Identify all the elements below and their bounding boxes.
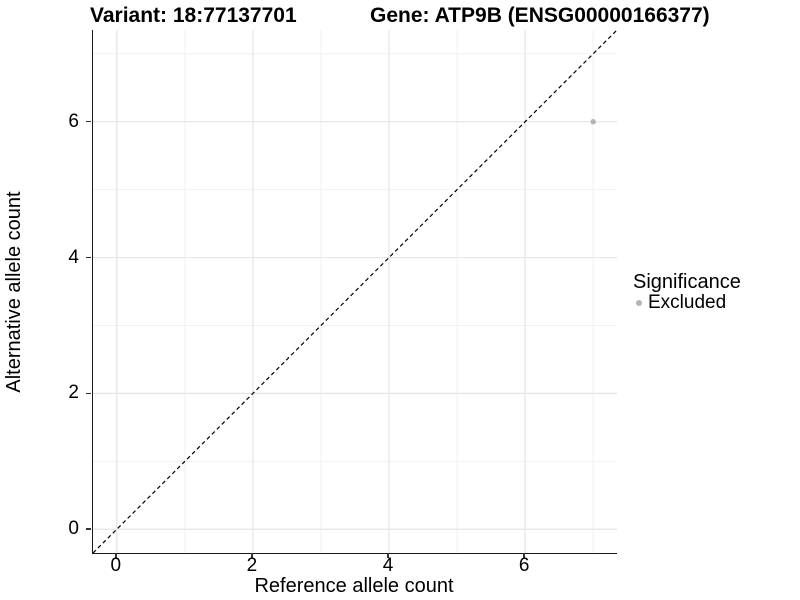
y-axis-title: Alternative allele count (3, 191, 25, 393)
y-tick-label: 4 (68, 246, 79, 268)
x-axis-title: Reference allele count (254, 575, 454, 597)
x-axis-tick (523, 553, 525, 558)
x-tick-label: 6 (518, 555, 530, 576)
x-tick-label: 4 (382, 555, 394, 576)
x-axis-tick (115, 553, 117, 558)
x-tick-label: 2 (246, 555, 258, 576)
x-axis-tick (251, 553, 253, 558)
legend: Significance Excluded (631, 271, 741, 313)
gene-title: Gene: ATP9B (ENSG00000166377) (370, 4, 710, 27)
y-axis-tick (86, 256, 91, 259)
legend-point-icon (636, 300, 642, 306)
legend-item-excluded: Excluded (631, 293, 741, 313)
plot-panel (92, 30, 617, 554)
legend-title: Significance (633, 271, 741, 293)
variant-title: Variant: 18:77137701 (90, 4, 297, 27)
y-axis-tick (86, 528, 91, 530)
data-point (590, 118, 596, 125)
x-tick-label: 0 (110, 555, 122, 576)
y-tick-label: 2 (68, 382, 79, 404)
y-axis-tick (86, 392, 91, 395)
legend-item-label: Excluded (648, 292, 727, 313)
plot-canvas (93, 30, 617, 553)
y-tick-label: 6 (68, 110, 79, 132)
y-tick-label: 0 (68, 518, 79, 540)
identity-reference-line (93, 30, 617, 553)
x-axis-tick (387, 553, 389, 558)
y-axis-tick (86, 120, 91, 123)
